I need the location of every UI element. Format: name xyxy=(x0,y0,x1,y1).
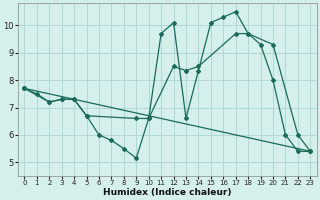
X-axis label: Humidex (Indice chaleur): Humidex (Indice chaleur) xyxy=(103,188,232,197)
